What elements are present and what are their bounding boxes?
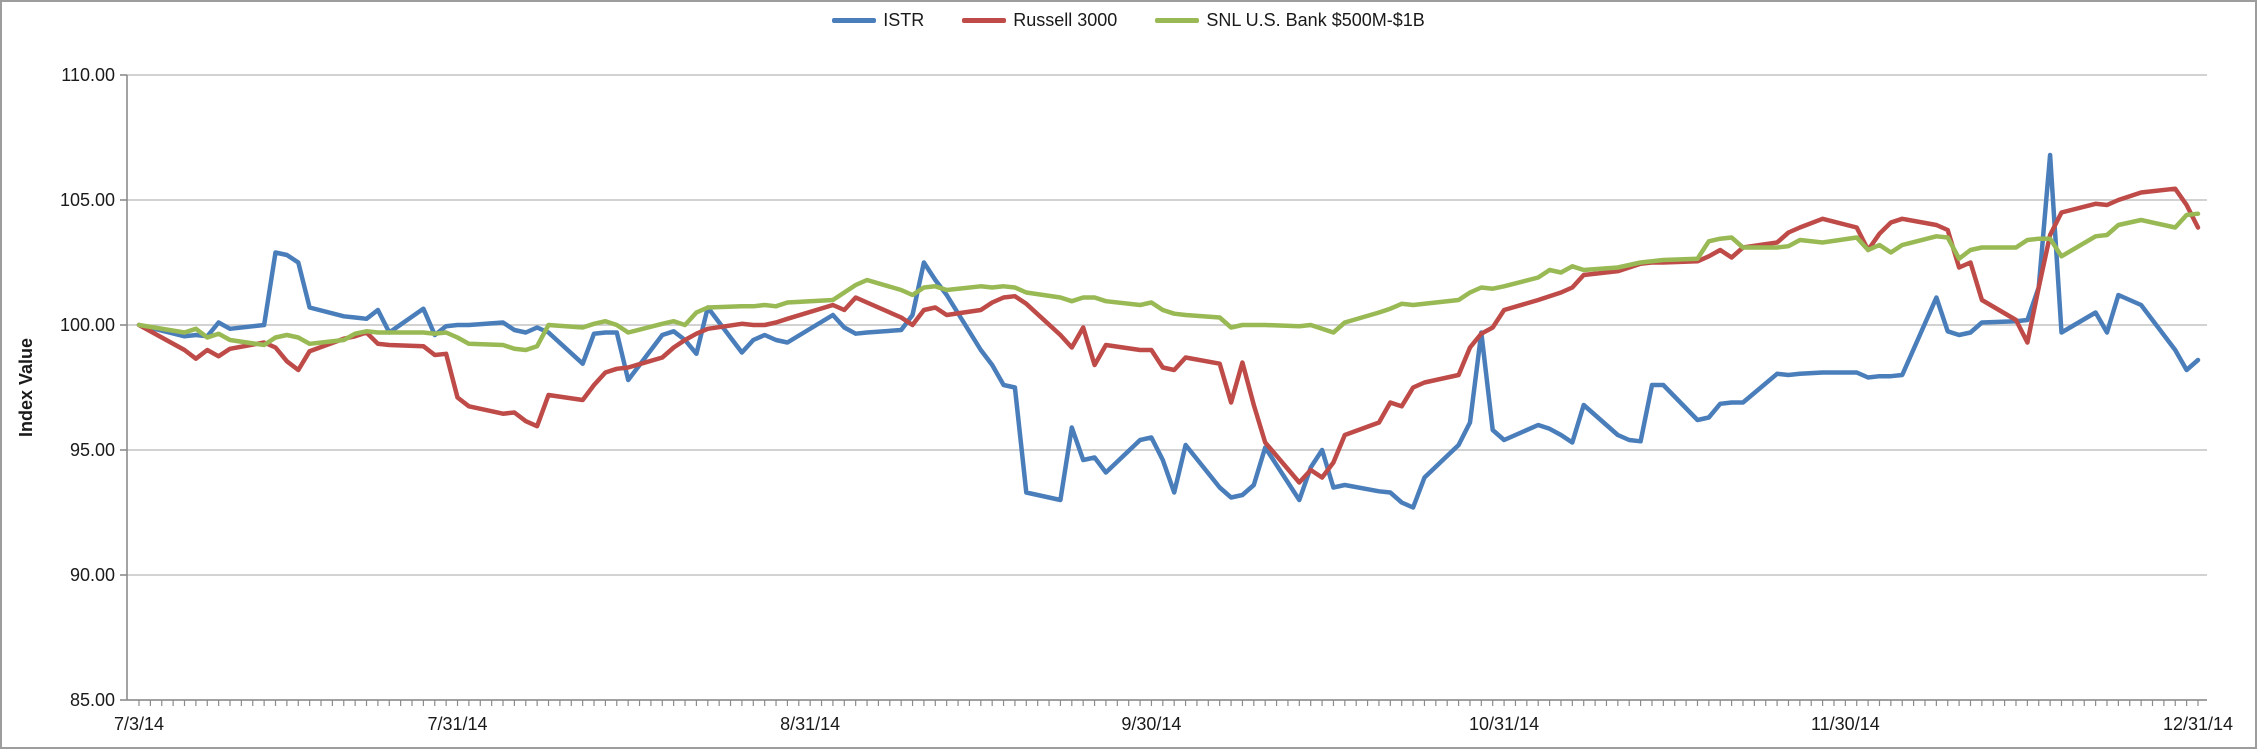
y-tick-label: 105.00 [60, 190, 115, 210]
gridlines [127, 74, 2207, 701]
series-line-snl-us-bank [136, 211, 2201, 353]
x-tick-label: 12/31/14 [2163, 714, 2233, 734]
x-tick-label: 7/3/14 [114, 714, 164, 734]
x-axis: 7/3/14 7/31/14 8/31/14 9/30/14 10/31/14 11/30… [114, 699, 2233, 734]
y-tick-label: 95.00 [70, 440, 115, 460]
y-axis-title: Index Value [16, 338, 36, 437]
chart-legend: ISTR Russell 3000 SNL U.S. Bank $500M-$1B [2, 10, 2255, 31]
x-tick-label: 10/31/14 [1469, 714, 1539, 734]
y-tick-label: 110.00 [61, 65, 115, 85]
x-tick-label: 9/30/14 [1121, 714, 1181, 734]
series-line-istr [136, 152, 2201, 510]
series-line-russell-3000 [136, 186, 2201, 485]
snl-us-bank-line-swatch-icon [1155, 18, 1200, 23]
x-tick-label: 8/31/14 [780, 714, 840, 734]
legend-item-snl-us-bank: SNL U.S. Bank $500M-$1B [1155, 10, 1425, 31]
legend-label-istr: ISTR [883, 10, 925, 30]
y-tick-label: 100.00 [60, 315, 115, 335]
legend-label-russell-3000: Russell 3000 [1013, 10, 1118, 30]
y-tick-label: 90.00 [70, 565, 115, 585]
russell-3000-line-swatch-icon [962, 18, 1007, 23]
legend-item-istr: ISTR [832, 10, 924, 31]
x-tick-label: 7/31/14 [427, 714, 487, 734]
legend-item-russell-3000: Russell 3000 [962, 10, 1117, 31]
y-tick-label: 85.00 [70, 690, 115, 710]
y-axis: 85.00 90.00 95.00 100.00 105.00 110.00 [60, 65, 128, 710]
legend-label-snl-us-bank: SNL U.S. Bank $500M-$1B [1206, 10, 1425, 30]
x-tick-label: 11/30/14 [1811, 714, 1880, 734]
istr-line-swatch-icon [832, 18, 877, 23]
